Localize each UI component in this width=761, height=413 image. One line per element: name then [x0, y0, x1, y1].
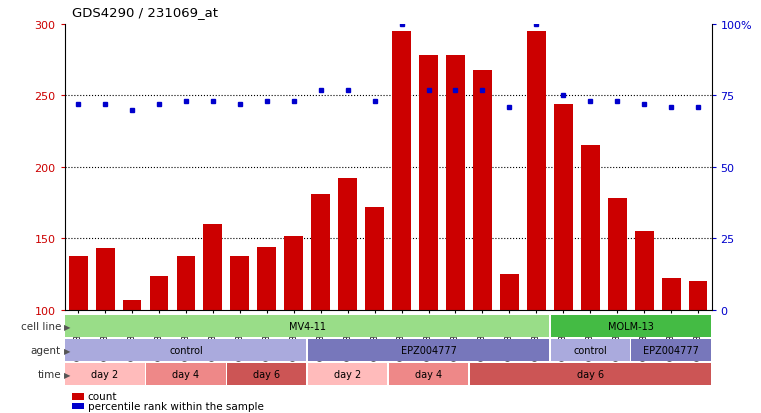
Text: MV4-11: MV4-11 [288, 321, 326, 331]
Bar [338, 179, 357, 310]
Text: control: control [573, 345, 607, 355]
Text: EPZ004777: EPZ004777 [400, 345, 457, 355]
Bar [392, 32, 411, 310]
Bar [473, 71, 492, 310]
Text: EPZ004777: EPZ004777 [643, 345, 699, 355]
Bar [554, 104, 573, 310]
Text: percentile rank within the sample: percentile rank within the sample [88, 401, 263, 411]
Text: day 2: day 2 [334, 369, 361, 379]
Bar [608, 199, 626, 310]
Bar [96, 249, 115, 310]
Text: day 4: day 4 [415, 369, 442, 379]
Bar [150, 276, 168, 310]
Bar [635, 232, 654, 310]
Bar [527, 32, 546, 310]
Bar [123, 300, 142, 310]
Text: agent: agent [30, 345, 61, 355]
Bar [68, 256, 88, 310]
Text: GDS4290 / 231069_at: GDS4290 / 231069_at [72, 6, 218, 19]
Text: ▶: ▶ [64, 346, 71, 355]
Bar [177, 256, 196, 310]
Text: ▶: ▶ [64, 370, 71, 379]
Text: time: time [37, 369, 61, 379]
Bar [661, 279, 680, 310]
Bar [203, 225, 222, 310]
Text: ▶: ▶ [64, 322, 71, 331]
Text: cell line: cell line [21, 321, 61, 331]
Text: control: control [169, 345, 203, 355]
Bar [231, 256, 250, 310]
Bar [285, 236, 303, 310]
Bar [311, 195, 330, 310]
Text: count: count [88, 392, 117, 401]
Bar [365, 207, 384, 310]
Text: day 2: day 2 [91, 369, 119, 379]
Text: day 6: day 6 [577, 369, 603, 379]
Text: day 6: day 6 [253, 369, 280, 379]
Text: day 4: day 4 [173, 369, 199, 379]
Bar [257, 247, 276, 310]
Bar [689, 282, 708, 310]
Bar [446, 56, 465, 310]
Text: MOLM-13: MOLM-13 [608, 321, 654, 331]
Bar [500, 275, 519, 310]
Bar [581, 146, 600, 310]
Bar [419, 56, 438, 310]
